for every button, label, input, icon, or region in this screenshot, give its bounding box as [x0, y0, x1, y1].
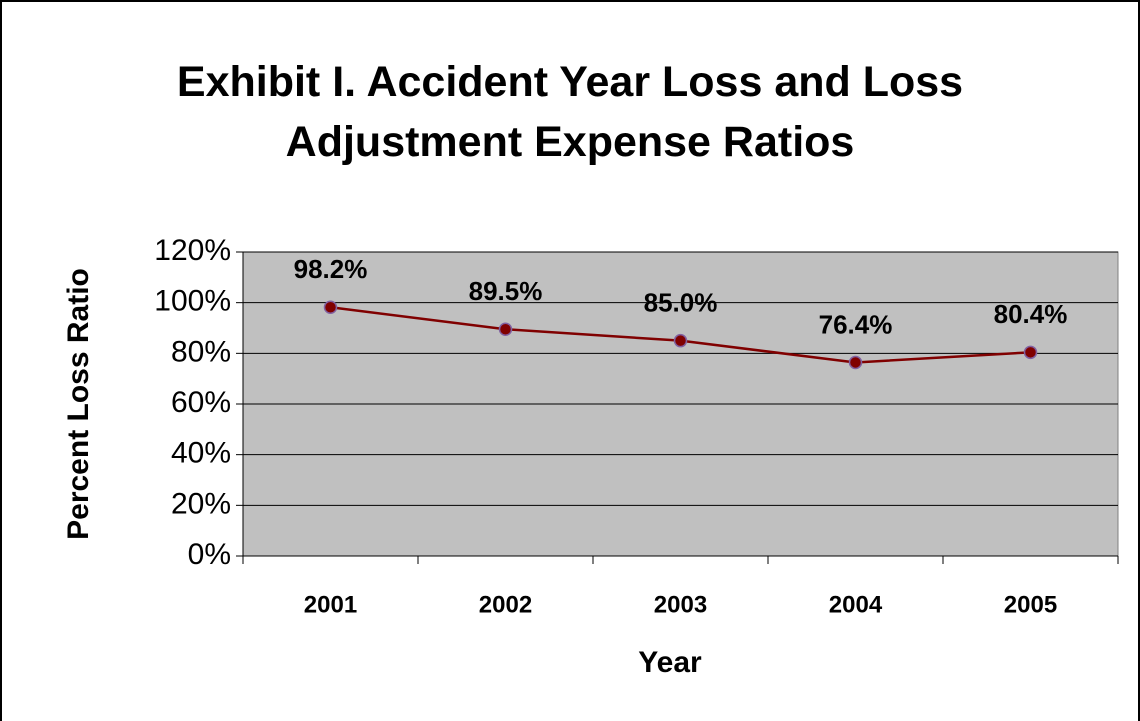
data-point	[673, 333, 688, 348]
x-tick-label: 2003	[654, 591, 707, 618]
y-tick-label: 100%	[154, 285, 231, 318]
x-tick-label: 2001	[304, 591, 357, 618]
y-tick-label: 120%	[154, 234, 231, 267]
data-point	[323, 300, 338, 314]
y-tick-label: 40%	[171, 437, 231, 470]
y-axis-label: Percent Loss Ratio	[62, 268, 95, 540]
data-point	[848, 355, 863, 370]
x-tick-label: 2002	[479, 591, 532, 618]
data-point	[498, 322, 513, 337]
y-tick-label: 20%	[171, 487, 231, 520]
x-tick-label: 2004	[829, 591, 883, 618]
data-label: 80.4%	[994, 299, 1068, 329]
data-label: 98.2%	[294, 254, 368, 284]
x-axis-label: Year	[638, 646, 702, 679]
data-label: 76.4%	[819, 309, 893, 339]
x-tick-label: 2005	[1004, 591, 1057, 618]
y-tick-label: 80%	[171, 335, 231, 368]
y-tick-label: 0%	[188, 538, 231, 571]
data-label: 89.5%	[469, 276, 543, 306]
y-tick-label: 60%	[171, 386, 231, 419]
data-point	[1023, 345, 1038, 360]
data-label: 85.0%	[644, 288, 718, 318]
chart-title: Exhibit I. Accident Year Loss and Loss A…	[176, 58, 964, 166]
